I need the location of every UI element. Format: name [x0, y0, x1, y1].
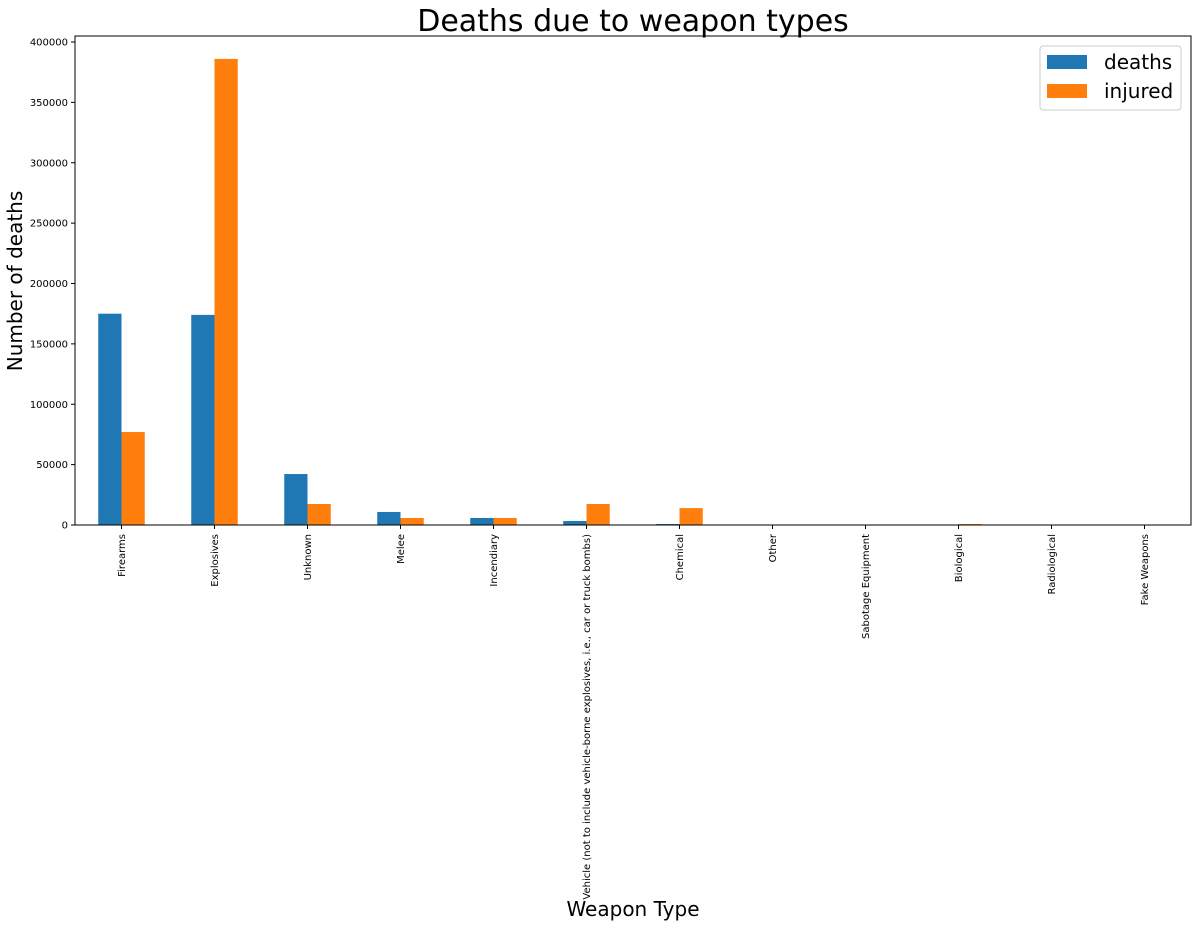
x-tick-label: Sabotage Equipment [861, 534, 872, 639]
bar-injured [308, 504, 331, 525]
x-tick-label: Vehicle (not to include vehicle-borne ex… [582, 534, 593, 900]
legend-label-deaths: deaths [1104, 50, 1172, 74]
bar-injured [401, 518, 424, 525]
x-tick-label: Unknown [303, 534, 314, 580]
y-tick-label: 300000 [30, 158, 68, 169]
y-tick-label: 100000 [30, 400, 68, 411]
bar-deaths [98, 314, 121, 525]
legend-swatch-deaths [1047, 55, 1087, 69]
legend: deaths injured [1040, 46, 1181, 110]
x-tick-label: Other [768, 533, 779, 562]
x-tick-label: Explosives [210, 534, 221, 587]
legend-label-injured: injured [1104, 79, 1173, 103]
x-tick-label: Fake Weapons [1140, 534, 1151, 605]
bar-deaths [470, 518, 493, 525]
y-tick-label: 0 [62, 521, 68, 532]
plot-frame [75, 36, 1191, 525]
legend-swatch-injured [1047, 84, 1087, 98]
bar-injured [494, 518, 517, 525]
x-tick-label: Radiological [1047, 534, 1058, 595]
bar-injured [680, 508, 703, 525]
y-axis-label: Number of deaths [3, 191, 27, 372]
bar-deaths [191, 315, 214, 525]
x-axis-label: Weapon Type [566, 897, 699, 921]
x-tick-label: Firearms [117, 534, 128, 577]
bar-injured [215, 59, 238, 525]
bar-deaths [284, 474, 307, 525]
bar-deaths [563, 521, 586, 525]
bar-injured [122, 432, 145, 525]
bar-injured [587, 504, 610, 525]
y-tick-label: 50000 [36, 460, 68, 471]
y-tick-label: 400000 [30, 38, 68, 49]
y-tick-label: 250000 [30, 219, 68, 230]
x-tick-label: Incendiary [489, 534, 500, 587]
chart-title: Deaths due to weapon types [417, 4, 849, 39]
bar-deaths [377, 512, 400, 525]
x-tick-label: Melee [396, 534, 407, 564]
x-tick-label: Chemical [675, 534, 686, 580]
y-tick-label: 350000 [30, 98, 68, 109]
y-tick-label: 150000 [30, 339, 68, 350]
x-tick-label: Biological [954, 534, 965, 582]
y-tick-label: 200000 [30, 279, 68, 290]
